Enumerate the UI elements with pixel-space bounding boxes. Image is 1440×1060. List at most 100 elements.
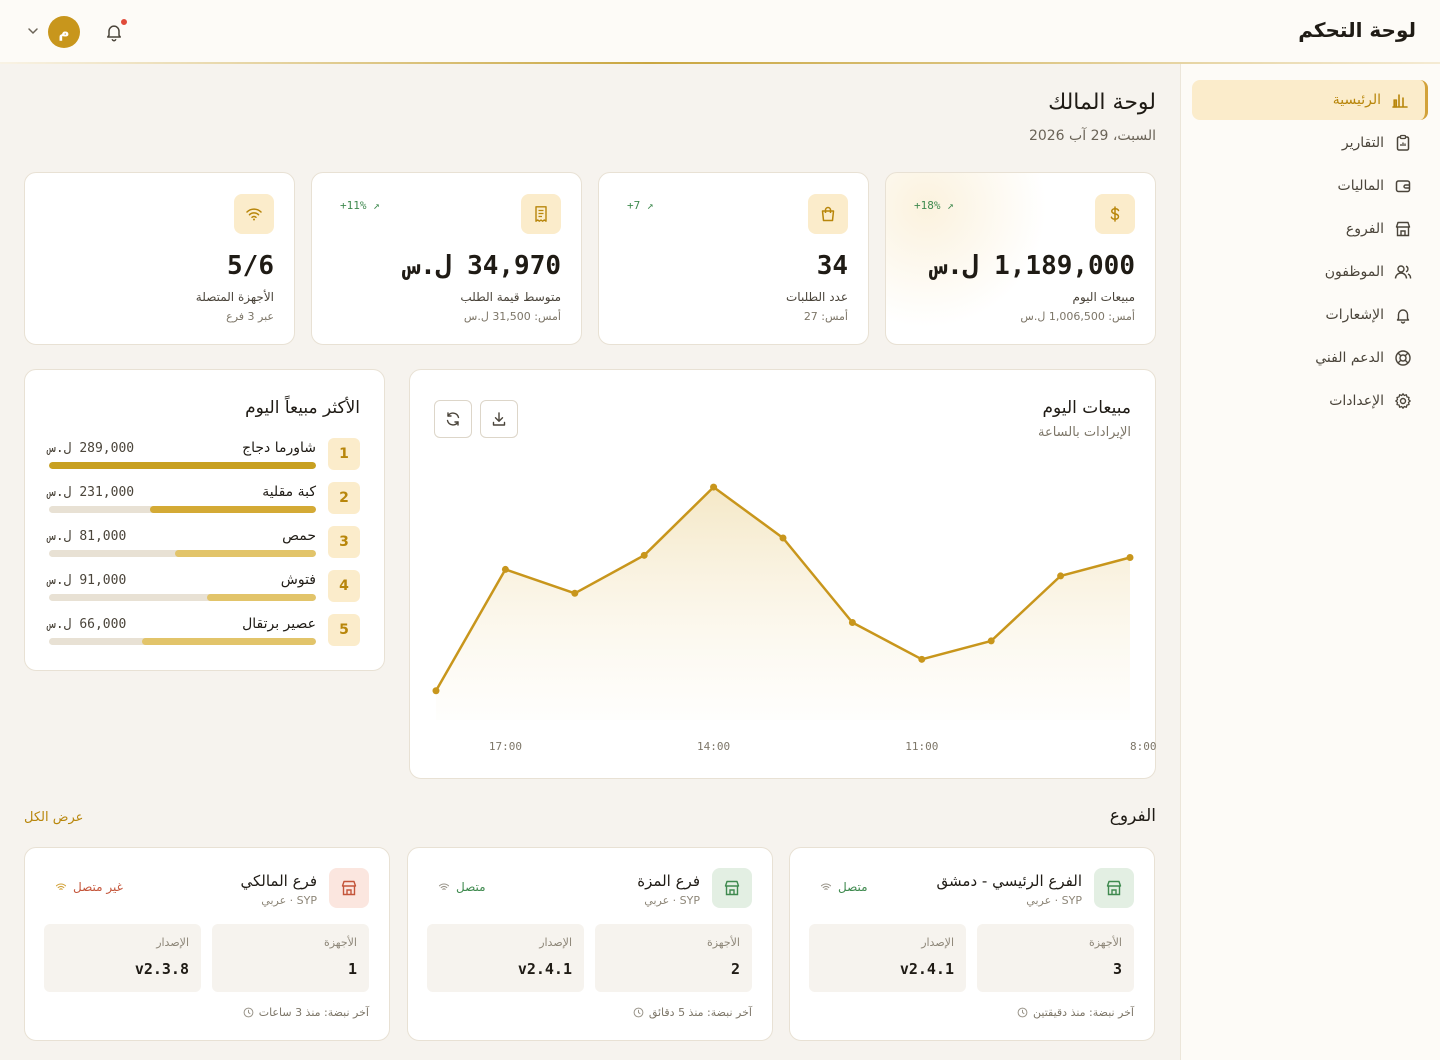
- branch-meta: SYP · عربي: [1026, 894, 1082, 907]
- x-tick-label: 11:00: [905, 740, 938, 753]
- chart-point[interactable]: [1057, 572, 1065, 580]
- refresh-icon: [446, 412, 460, 426]
- sidebar-item-reports[interactable]: التقارير: [1192, 123, 1428, 163]
- sidebar-item-branches[interactable]: الفروع: [1192, 209, 1428, 249]
- stat-label: عدد الطلبات: [786, 290, 848, 304]
- branch-meta: SYP · عربي: [644, 894, 700, 907]
- sidebar-item-notifications[interactable]: الإشعارات: [1192, 295, 1428, 335]
- progress-fill: [206, 594, 316, 601]
- chevron-down-icon[interactable]: [26, 24, 40, 38]
- notification-badge: [120, 18, 128, 26]
- refresh-button[interactable]: [434, 400, 472, 438]
- clock-icon: [633, 1007, 644, 1018]
- branch-meta: SYP · عربي: [261, 894, 317, 907]
- chart-point[interactable]: [710, 483, 718, 491]
- store-icon: [724, 880, 740, 896]
- top-selling-card: الأكثر مبيعاً اليوم 1 شاورما دجاج 289,000 …: [24, 369, 385, 671]
- item-name: حمص: [282, 528, 316, 544]
- devices-label: الأجهزة: [323, 936, 357, 949]
- sidebar-item-label: الموظفون: [1324, 264, 1384, 280]
- last-heartbeat: آخر نبضة: منذ دقيقتين: [1017, 1006, 1134, 1019]
- branch-name: فرع المزة: [637, 872, 700, 890]
- devices-box: الأجهزة 1: [212, 924, 369, 992]
- users-icon: [1394, 265, 1412, 279]
- stat-comparison: أمس: 27: [803, 310, 848, 323]
- rank-badge: 3: [328, 526, 360, 558]
- version-label: الإصدار: [921, 936, 954, 949]
- devices-count: 3: [1112, 960, 1122, 978]
- stat-label: متوسط قيمة الطلب: [460, 290, 561, 304]
- progress-bar: [49, 550, 316, 557]
- stat-card-avg-order: +11% ↗ 34,970 ل.س متوسط قيمة الطلب أمس: …: [311, 172, 582, 345]
- chart-point[interactable]: [987, 637, 995, 645]
- branches-section-title: الفروع: [1109, 806, 1156, 826]
- sidebar-item-finance[interactable]: الماليات: [1192, 166, 1428, 206]
- last-heartbeat: آخر نبضة: منذ 5 دقائق: [633, 1006, 752, 1019]
- list-item: 5 عصير برتقال 66,000 ل.س: [48, 614, 360, 646]
- progress-fill: [174, 550, 316, 557]
- item-amount: 81,000 ل.س: [48, 529, 127, 544]
- sidebar-item-support[interactable]: الدعم الفني: [1192, 338, 1428, 378]
- gear-icon: [1395, 393, 1411, 409]
- branch-card[interactable]: فرع المزة SYP · عربي متصل الأجهزة 2 الإصدار v2…: [407, 847, 773, 1041]
- status-badge: غير متصل: [55, 880, 123, 894]
- progress-fill: [150, 506, 316, 513]
- progress-bar: [49, 506, 316, 513]
- sales-chart-card: 8:00 11:00 14:00 17:00 مبيعات اليوم الإيراد…: [409, 369, 1157, 779]
- arrow-up-right-icon: ↗: [646, 199, 654, 212]
- rank-badge: 1: [328, 438, 360, 470]
- notification-bell-icon[interactable]: [104, 22, 124, 42]
- status-badge: متصل: [438, 880, 486, 894]
- wifi-icon: [246, 208, 262, 221]
- trend-badge: +7 ↗: [627, 199, 654, 212]
- chart-point[interactable]: [571, 589, 579, 597]
- store-icon: [1395, 221, 1411, 237]
- top-selling-title: الأكثر مبيعاً اليوم: [245, 398, 360, 418]
- wallet-icon: [1395, 180, 1411, 193]
- clipboard-icon: [1396, 134, 1410, 151]
- wifi-icon: [438, 883, 450, 890]
- stat-value: 5/6: [227, 251, 274, 281]
- sidebar-item-settings[interactable]: الإعدادات: [1192, 381, 1428, 421]
- store-icon: [1106, 880, 1122, 896]
- chart-point[interactable]: [501, 565, 509, 573]
- chart-point[interactable]: [918, 655, 926, 663]
- sidebar-item-label: التقارير: [1341, 135, 1384, 151]
- avatar[interactable]: م: [48, 16, 80, 48]
- sidebar-item-employees[interactable]: الموظفون: [1192, 252, 1428, 292]
- status-badge: متصل: [820, 880, 868, 894]
- clock-icon: [243, 1007, 254, 1018]
- download-button[interactable]: [480, 400, 518, 438]
- version-box: الإصدار v2.4.1: [427, 924, 584, 992]
- rank-badge: 4: [328, 570, 360, 602]
- page-title: لوحة المالك: [1048, 90, 1156, 115]
- chart-point[interactable]: [640, 551, 648, 559]
- stat-card-orders: +7 ↗ 34 عدد الطلبات أمس: 27: [598, 172, 869, 345]
- arrow-up-right-icon: ↗: [373, 199, 380, 212]
- bell-icon: [1396, 309, 1410, 324]
- chart-point[interactable]: [1126, 554, 1134, 561]
- last-heartbeat: آخر نبضة: منذ 3 ساعات: [243, 1006, 369, 1019]
- rank-badge: 5: [328, 614, 360, 646]
- item-amount: 289,000 ل.س: [48, 441, 135, 456]
- devices-box: الأجهزة 3: [977, 924, 1134, 992]
- version-label: الإصدار: [539, 936, 572, 949]
- progress-fill: [49, 462, 316, 469]
- chart-area-fill: [436, 487, 1130, 720]
- list-item: 1 شاورما دجاج 289,000 ل.س: [48, 438, 360, 470]
- stat-comparison: أمس: 1,006,500 ل.س: [1020, 310, 1135, 323]
- version-label: الإصدار: [156, 936, 189, 949]
- branch-card[interactable]: الفرع الرئيسي - دمشق SYP · عربي متصل الأجهز…: [789, 847, 1155, 1041]
- devices-count: 2: [730, 960, 740, 978]
- bar-chart-icon: [1392, 94, 1408, 108]
- trend-badge: +18% ↗: [914, 199, 954, 212]
- branch-card[interactable]: فرع المالكي SYP · عربي غير متصل الأجهزة 1 الإ…: [24, 847, 390, 1041]
- wifi-icon: [55, 883, 67, 890]
- list-item: 3 حمص 81,000 ل.س: [48, 526, 360, 558]
- chart-point[interactable]: [779, 534, 787, 542]
- sidebar-item-home[interactable]: الرئيسية: [1192, 80, 1428, 120]
- view-all-link[interactable]: عرض الكل: [24, 810, 84, 825]
- clock-icon: [1017, 1007, 1028, 1018]
- chart-point[interactable]: [432, 687, 440, 695]
- chart-point[interactable]: [848, 619, 856, 626]
